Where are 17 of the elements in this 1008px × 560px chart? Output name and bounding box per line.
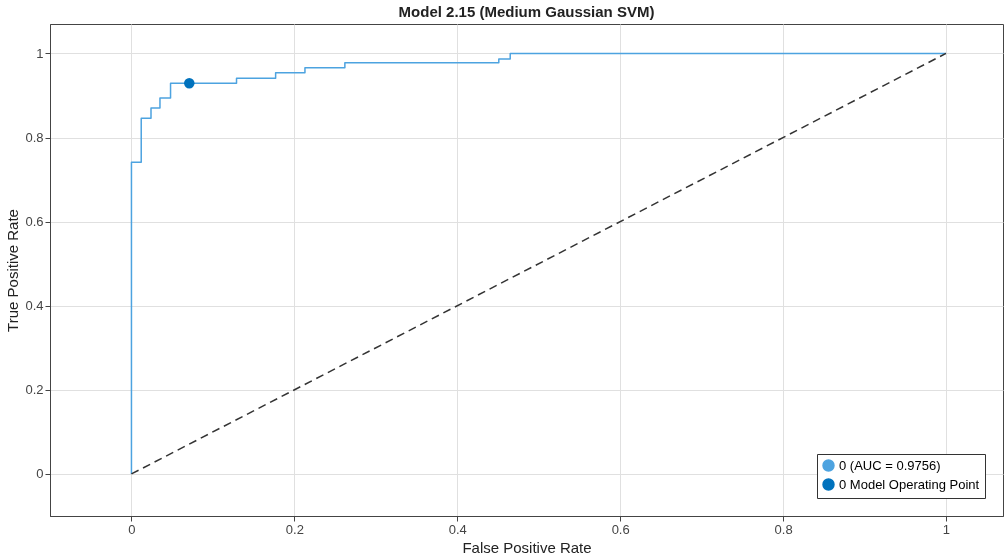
y-tick-label: 0.8 xyxy=(25,130,44,146)
y-axis-title: True Positive Rate xyxy=(4,209,22,332)
y-tick-label: 0.4 xyxy=(25,298,44,314)
legend-label: 0 Model Operating Point xyxy=(839,476,980,492)
x-axis-title: False Positive Rate xyxy=(462,538,592,556)
y-tick-label: 0.2 xyxy=(25,382,44,398)
x-tick-label: 0.8 xyxy=(774,521,793,537)
legend-label: 0 (AUC = 0.9756) xyxy=(839,457,941,473)
chart-title: Model 2.15 (Medium Gaussian SVM) xyxy=(398,3,655,20)
y-tick-label: 0.6 xyxy=(25,214,44,230)
x-tick-label: 0.4 xyxy=(448,521,467,537)
x-tick-label: 0 xyxy=(128,521,136,537)
y-tick-label: 0 xyxy=(36,466,44,482)
x-tick-label: 0.6 xyxy=(611,521,630,537)
y-tick-label: 1 xyxy=(36,45,44,61)
x-tick-label: 1 xyxy=(942,521,951,537)
x-tick-label: 0.2 xyxy=(285,521,304,537)
